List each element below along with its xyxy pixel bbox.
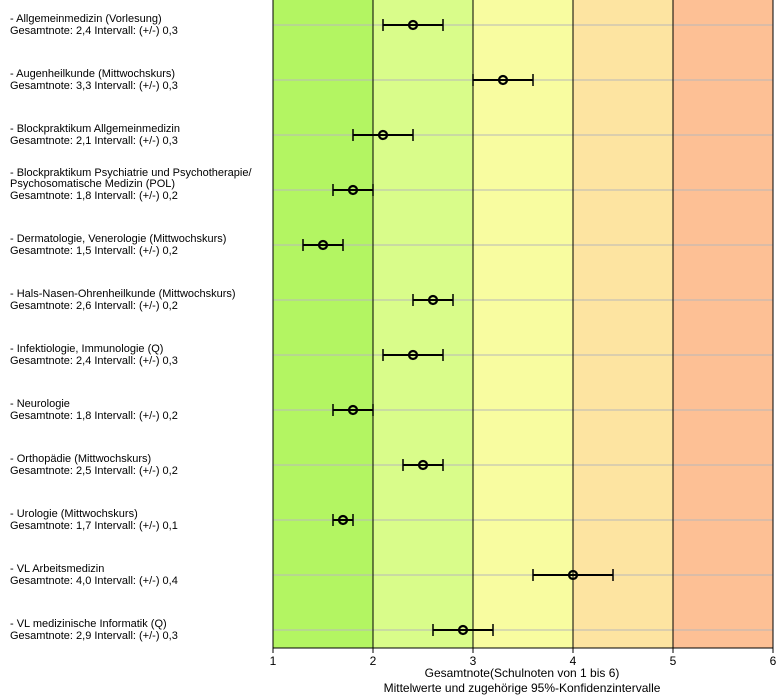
grade-band-1 bbox=[273, 0, 373, 648]
grade-band-5 bbox=[673, 0, 773, 648]
row-label: - Orthopädie (Mittwochskurs) Gesamtnote:… bbox=[10, 454, 272, 477]
x-tick-label: 5 bbox=[663, 654, 683, 668]
row-label: - VL medizinische Informatik (Q) Gesamtn… bbox=[10, 619, 272, 642]
row-label: - VL Arbeitsmedizin Gesamtnote: 4,0 Inte… bbox=[10, 564, 272, 587]
row-label: - Augenheilkunde (Mittwochskurs) Gesamtn… bbox=[10, 69, 272, 92]
grade-band-2 bbox=[373, 0, 473, 648]
row-label: - Neurologie Gesamtnote: 1,8 Intervall: … bbox=[10, 399, 272, 422]
row-label: - Hals-Nasen-Ohrenheilkunde (Mittwochsku… bbox=[10, 289, 272, 312]
x-tick-label: 2 bbox=[363, 654, 383, 668]
x-tick-label: 6 bbox=[763, 654, 779, 668]
row-label: - Dermatologie, Venerologie (Mittwochsku… bbox=[10, 234, 272, 257]
row-label: - Allgemeinmedizin (Vorlesung) Gesamtnot… bbox=[10, 14, 272, 37]
x-axis-label: Gesamtnote(Schulnoten von 1 bis 6) bbox=[272, 667, 772, 680]
grade-band-4 bbox=[573, 0, 673, 648]
row-label: - Urologie (Mittwochskurs) Gesamtnote: 1… bbox=[10, 509, 272, 532]
row-label: - Infektiologie, Immunologie (Q) Gesamtn… bbox=[10, 344, 272, 367]
chart: - Allgemeinmedizin (Vorlesung) Gesamtnot… bbox=[0, 0, 779, 699]
chart-subtitle: Mittelwerte und zugehörige 95%-Konfidenz… bbox=[272, 682, 772, 695]
x-tick-label: 1 bbox=[263, 654, 283, 668]
row-label: - Blockpraktikum Allgemeinmedizin Gesamt… bbox=[10, 124, 272, 147]
grade-band-3 bbox=[473, 0, 573, 648]
row-label: - Blockpraktikum Psychiatrie und Psychot… bbox=[10, 168, 272, 203]
